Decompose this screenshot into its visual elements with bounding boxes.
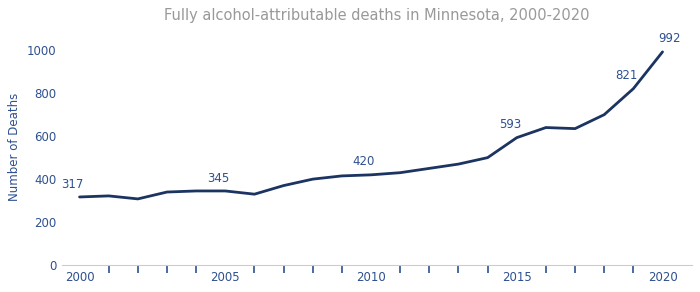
Text: 593: 593 <box>498 118 521 131</box>
Text: 345: 345 <box>207 171 230 185</box>
Y-axis label: Number of Deaths: Number of Deaths <box>8 93 21 201</box>
Text: 992: 992 <box>658 32 681 46</box>
Text: 821: 821 <box>615 69 638 82</box>
Title: Fully alcohol-attributable deaths in Minnesota, 2000-2020: Fully alcohol-attributable deaths in Min… <box>164 8 589 23</box>
Text: 317: 317 <box>62 178 84 190</box>
Text: 420: 420 <box>353 155 375 168</box>
